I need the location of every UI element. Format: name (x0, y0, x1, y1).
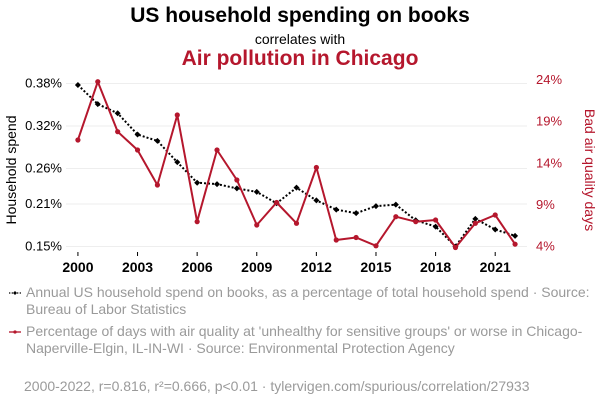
axes: 0.15% 0.21% 0.26% 0.32% 0.38% 4% 9% 14% 19% 24% 20… (25, 72, 562, 275)
legend-text-air-pollution: Percentage of days with air quality at '… (26, 323, 583, 356)
x-tick-0: 2000 (62, 259, 93, 275)
point-book-spend-2018 (432, 223, 439, 230)
legend-text-book-spend: Annual US household spend on books, as a… (26, 284, 590, 317)
point-book-spend-2011 (293, 184, 300, 191)
dual-axis-line-chart: 0.15% 0.21% 0.26% 0.32% 0.38% 4% 9% 14% 19% 24% 20… (3, 72, 598, 275)
point-book-spend-2020 (472, 215, 479, 222)
legend-swatch-air-pollution (9, 330, 21, 334)
point-air-pollution-2018 (432, 217, 439, 223)
point-book-spend-2007 (214, 181, 221, 188)
point-book-spend-2004 (154, 137, 161, 144)
point-air-pollution-2007 (214, 147, 220, 153)
x-tick-6: 2018 (420, 259, 451, 275)
point-book-spend-2013 (333, 206, 340, 213)
point-air-pollution-2003 (134, 147, 141, 153)
x-tick-3: 2009 (241, 259, 272, 275)
y-tick-right-2: 14% (536, 155, 562, 170)
y-tick-right-4: 24% (536, 72, 562, 87)
chart-title-secondary: Air pollution in Chicago (181, 47, 419, 70)
series-layer (74, 79, 519, 251)
point-air-pollution-2010 (274, 199, 280, 206)
point-air-pollution-2000 (75, 137, 81, 143)
point-air-pollution-2011 (293, 220, 300, 226)
legend-swatch-book-spend (9, 291, 21, 295)
point-book-spend-2001 (94, 101, 101, 108)
point-air-pollution-2014 (353, 234, 359, 241)
point-book-spend-2016 (392, 201, 399, 208)
point-book-spend-2000 (74, 81, 81, 88)
x-tick-4: 2012 (301, 259, 332, 275)
point-book-spend-2006 (194, 179, 201, 186)
point-book-spend-2002 (114, 110, 121, 117)
y-tick-left-3: 0.32% (25, 118, 62, 133)
y-axis-label-right: Bad air quality days (582, 109, 598, 231)
point-book-spend-2008 (233, 185, 240, 192)
point-air-pollution-2005 (174, 112, 180, 118)
y-tick-right-3: 19% (536, 114, 562, 129)
point-book-spend-2022 (512, 232, 519, 239)
point-air-pollution-2009 (254, 222, 260, 228)
footer-stats: 2000-2022, r=0.816, r²=0.666, p<0.01 · t… (24, 378, 530, 394)
point-air-pollution-2013 (333, 237, 339, 243)
x-tick-7: 2021 (480, 259, 511, 275)
chart-subtitle: correlates with (254, 31, 346, 47)
point-air-pollution-2001 (95, 79, 101, 85)
x-tick-1: 2003 (122, 259, 153, 275)
point-air-pollution-2006 (194, 219, 200, 225)
y-tick-left-2: 0.26% (25, 161, 62, 176)
gridlines (66, 83, 527, 247)
point-book-spend-2014 (353, 210, 360, 217)
point-book-spend-2021 (492, 226, 499, 233)
point-book-spend-2009 (253, 188, 260, 195)
y-tick-right-0: 4% (536, 239, 555, 254)
point-air-pollution-2021 (492, 212, 498, 218)
point-air-pollution-2020 (472, 220, 478, 226)
point-air-pollution-2002 (115, 129, 121, 135)
point-air-pollution-2008 (234, 177, 240, 183)
point-air-pollution-2012 (313, 164, 319, 171)
point-book-spend-2012 (313, 197, 320, 204)
point-air-pollution-2022 (512, 241, 518, 247)
chart-title: US household spending on books (130, 4, 470, 27)
y-tick-left-1: 0.21% (25, 196, 62, 211)
point-book-spend-2005 (174, 159, 181, 166)
point-air-pollution-2015 (373, 243, 379, 249)
point-air-pollution-2019 (452, 244, 459, 251)
y-axis-label-left: Household spend (3, 116, 19, 225)
point-air-pollution-2017 (413, 219, 419, 225)
point-book-spend-2015 (372, 203, 379, 210)
y-tick-left-0: 0.15% (25, 238, 62, 253)
x-tick-5: 2015 (360, 259, 391, 275)
x-tick-2: 2006 (182, 259, 213, 275)
point-air-pollution-2016 (393, 214, 399, 220)
point-book-spend-2003 (134, 131, 141, 138)
point-air-pollution-2004 (154, 182, 161, 188)
y-tick-right-1: 9% (536, 197, 555, 212)
y-tick-left-4: 0.38% (25, 76, 62, 91)
